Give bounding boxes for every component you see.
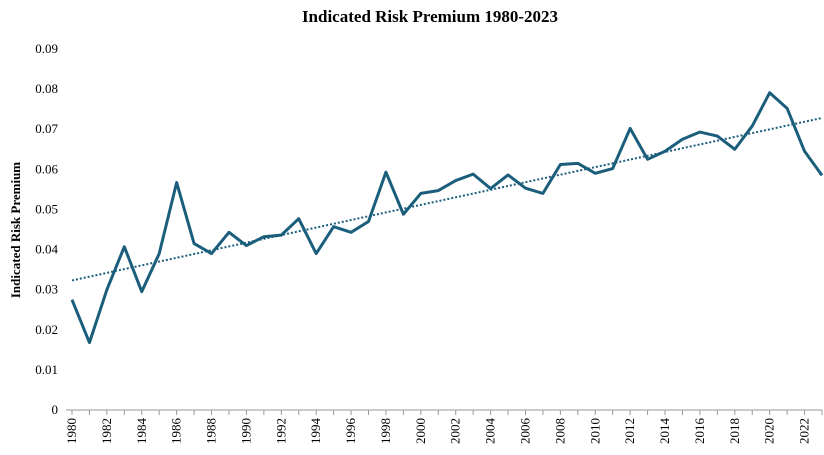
y-tick-label: 0.05: [35, 201, 58, 216]
x-tick-label: 1996: [343, 418, 358, 445]
y-axis-label: Indicated Risk Premium: [8, 162, 23, 298]
data-line: [70, 91, 824, 345]
x-tick-label: 1980: [64, 418, 79, 444]
y-tick-label: 0: [52, 402, 59, 417]
y-tick-label: 0.04: [35, 242, 58, 257]
x-tick-label: 2014: [657, 418, 672, 445]
x-tick-label: 1998: [378, 418, 393, 444]
x-tick-label: 2016: [692, 418, 707, 445]
x-tick-label: 1988: [204, 418, 219, 444]
y-tick-label: 0.01: [35, 362, 58, 377]
y-tick-label: 0.02: [35, 322, 58, 337]
y-tick-label: 0.07: [35, 121, 58, 136]
x-tick-label: 2020: [762, 418, 777, 444]
x-tick-label: 1982: [99, 418, 114, 444]
x-tick-label: 1992: [273, 418, 288, 444]
x-tick-label: 2018: [727, 418, 742, 444]
trend-line: [71, 117, 823, 282]
x-tick-label: 2010: [587, 418, 602, 444]
y-tick-label: 0.08: [35, 81, 58, 96]
x-tick-label: 1994: [308, 418, 323, 445]
x-tick-label: 2004: [483, 418, 498, 445]
y-tick-label: 0.06: [35, 161, 58, 176]
y-tick-label: 0.09: [35, 41, 58, 56]
x-tick-label: 1986: [169, 418, 184, 445]
x-tick-label: 2012: [622, 418, 637, 444]
chart-title: Indicated Risk Premium 1980-2023: [302, 7, 558, 26]
x-tick-label: 2002: [448, 418, 463, 444]
y-tick-label: 0.03: [35, 282, 58, 297]
x-tick-label: 1984: [134, 418, 149, 445]
x-tick-label: 2022: [797, 418, 812, 444]
x-tick-label: 1990: [238, 418, 253, 444]
x-tick-label: 2008: [552, 418, 567, 444]
x-tick-label: 2006: [517, 418, 532, 445]
x-tick-label: 2000: [413, 418, 428, 444]
